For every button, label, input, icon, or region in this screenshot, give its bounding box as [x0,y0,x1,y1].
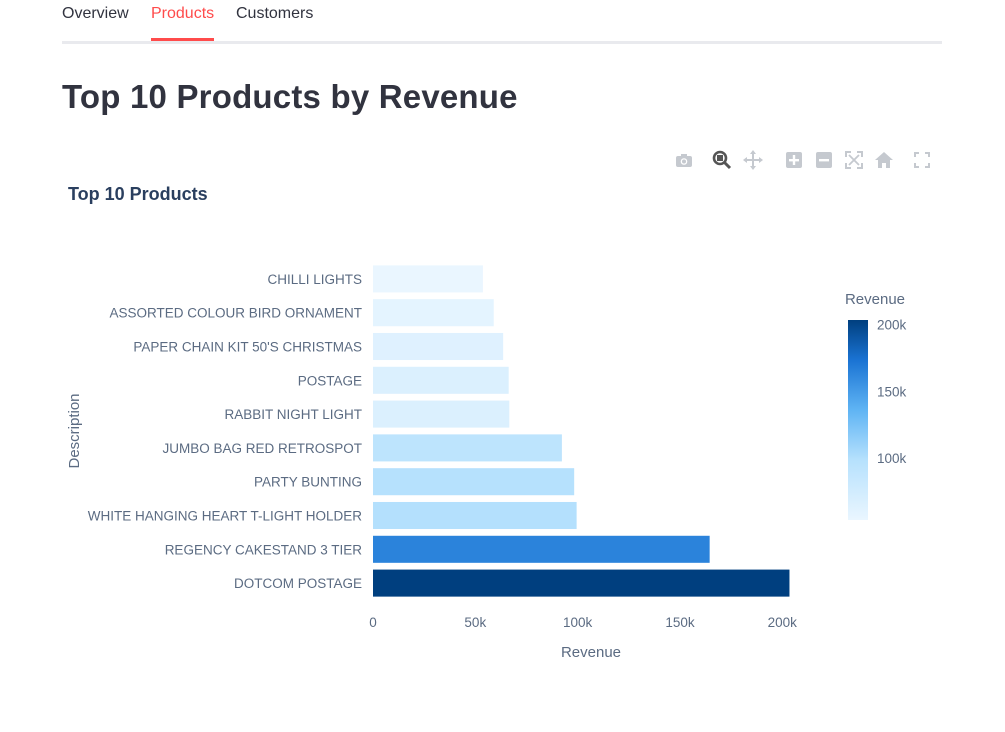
colorbar: Revenue 100k 150k 200k [845,291,907,520]
y-axis-title: Description [66,393,83,468]
y-tick-label: JUMBO BAG RED RETROSPOT [162,441,362,456]
bars-group [373,265,790,597]
zoom-in-icon[interactable] [784,150,806,172]
chart-title: Top 10 Products [68,184,208,204]
zoom-out-icon[interactable] [814,150,836,172]
page-title: Top 10 Products by Revenue [62,78,518,115]
y-tick-label: CHILLI LIGHTS [267,272,362,287]
colorbar-title: Revenue [845,291,905,308]
pan-icon[interactable] [743,150,765,172]
tab-bar: Overview Products Customers [62,0,942,44]
bar[interactable] [373,501,577,530]
y-tick-label: RABBIT NIGHT LIGHT [224,407,362,422]
colorbar-tick-label: 100k [877,451,907,466]
bar[interactable] [373,332,504,361]
x-axis-title: Revenue [561,644,621,661]
y-tick-label: POSTAGE [298,373,362,388]
y-tick-label: REGENCY CAKESTAND 3 TIER [165,542,363,557]
x-tick-label: 100k [563,615,593,630]
zoom-icon[interactable] [712,150,734,172]
colorbar-scale [848,320,868,520]
x-tick-label: 200k [768,615,798,630]
colorbar-tick-label: 150k [877,384,907,399]
bar[interactable] [373,468,575,496]
tab-products[interactable]: Products [151,4,215,41]
autoscale-icon[interactable] [844,150,866,172]
x-axis-ticks: 0 50k 100k 150k 200k [369,615,797,630]
bar[interactable] [373,299,494,327]
tab-overview[interactable]: Overview [62,5,129,22]
y-tick-label: ASSORTED COLOUR BIRD ORNAMENT [109,306,362,321]
y-tick-label: PARTY BUNTING [254,475,362,490]
y-axis-labels: DOTCOM POSTAGE REGENCY CAKESTAND 3 TIER WH… [88,272,363,591]
y-tick-label: DOTCOM POSTAGE [234,576,362,591]
bar[interactable] [373,366,509,394]
tab-customers[interactable]: Customers [236,5,314,22]
colorbar-tick-label: 200k [877,318,907,333]
y-tick-label: PAPER CHAIN KIT 50'S CHRISTMAS [133,340,362,355]
colorbar-ticks: 100k 150k 200k [877,318,907,467]
y-tick-label: WHITE HANGING HEART T-LIGHT HOLDER [88,509,363,524]
bar[interactable] [373,569,790,597]
chart-modebar [670,150,940,174]
bar[interactable] [373,535,710,563]
x-tick-label: 50k [464,615,486,630]
x-tick-label: 0 [369,615,377,630]
fullscreen-icon[interactable] [912,150,934,172]
bar[interactable] [373,400,510,428]
reset-axes-icon[interactable] [874,150,896,172]
bar[interactable] [373,265,483,293]
x-tick-label: 150k [665,615,695,630]
camera-icon[interactable] [674,150,696,172]
bar[interactable] [373,434,562,462]
